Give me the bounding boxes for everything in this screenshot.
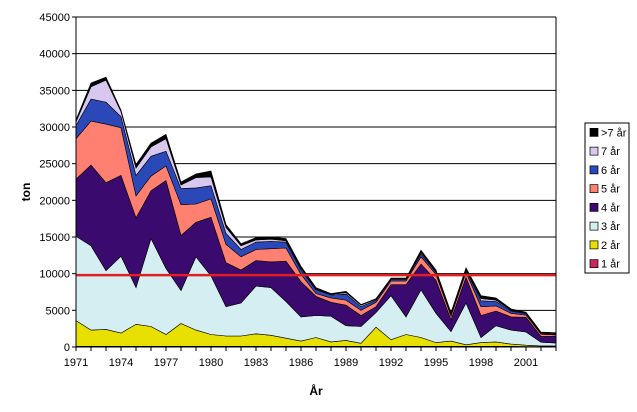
legend-swatch xyxy=(589,184,599,193)
x-tick-label: 1986 xyxy=(289,357,313,369)
y-tick-label: 0 xyxy=(64,342,70,354)
x-tick-label: 2001 xyxy=(514,357,538,369)
y-tick-label: 20000 xyxy=(39,195,70,207)
y-tick-label: 35000 xyxy=(39,85,70,97)
legend-swatch xyxy=(589,146,599,156)
legend-label: 2 år xyxy=(601,240,620,252)
legend: >7 år 7 år 6 år 5 år 4 år 3 år 2 år 1 år xyxy=(584,122,630,274)
x-tick-label: 1983 xyxy=(244,357,268,369)
x-axis-title: År xyxy=(309,383,323,398)
y-tick-label: 5000 xyxy=(46,305,70,317)
x-tick-label: 1992 xyxy=(379,357,403,369)
y-tick-label: 40000 xyxy=(39,49,70,61)
legend-swatch xyxy=(589,259,599,268)
legend-label: 1 år xyxy=(601,259,620,271)
legend-label: 6 år xyxy=(601,165,620,177)
x-tick-labels: 1971 1974 1977 1980 1983 1986 1989 1992 1995 1998… xyxy=(64,357,538,369)
y-tick-label: 45000 xyxy=(39,12,70,24)
x-tick-label: 1989 xyxy=(334,357,358,369)
y-tick-label: 10000 xyxy=(39,269,70,281)
y-tick-label: 25000 xyxy=(39,159,70,171)
y-axis-title: ton xyxy=(19,183,33,202)
x-tick-label: 1977 xyxy=(154,357,178,369)
legend-swatch xyxy=(589,165,599,175)
y-tick-label: 30000 xyxy=(39,122,70,134)
legend-label: >7 år xyxy=(601,127,627,139)
axes xyxy=(72,16,557,351)
legend-swatch xyxy=(589,240,599,250)
legend-swatch xyxy=(589,203,599,212)
y-tick-label: 15000 xyxy=(39,232,70,244)
x-tick-label: 1974 xyxy=(109,357,133,369)
area-series-group xyxy=(75,76,557,348)
y-tick-labels: 0 5000 10000 15000 20000 25000 30000 35000 40000… xyxy=(39,12,70,354)
x-tick-label: 1998 xyxy=(469,357,493,369)
x-tick-label: 1995 xyxy=(424,357,448,369)
legend-label: 5 år xyxy=(601,184,620,196)
legend-swatch xyxy=(589,221,599,231)
legend-label: 7 år xyxy=(601,146,620,158)
x-tick-label: 1980 xyxy=(199,357,223,369)
legend-label: 3 år xyxy=(601,221,620,233)
legend-swatch xyxy=(589,128,599,137)
x-tick-label: 1971 xyxy=(64,357,88,369)
legend-label: 4 år xyxy=(601,202,620,214)
